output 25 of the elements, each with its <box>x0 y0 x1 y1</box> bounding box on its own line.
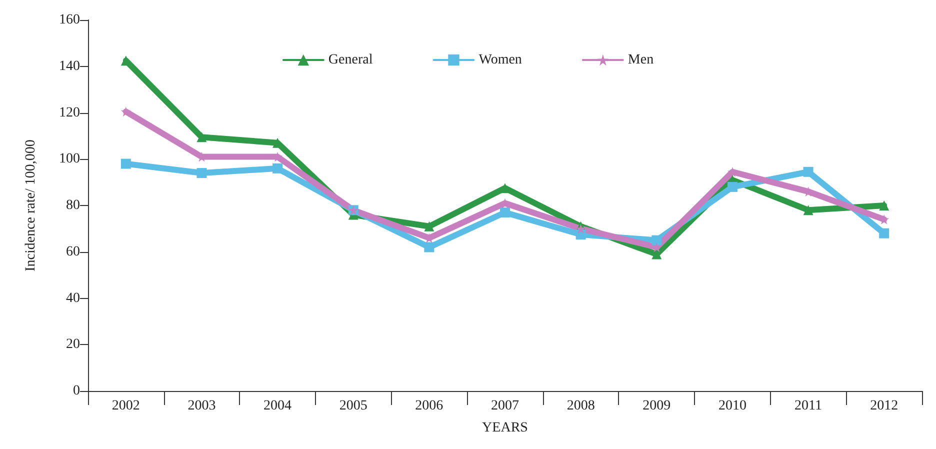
legend-label: General <box>328 52 373 68</box>
x-tick-label: 2012 <box>870 398 898 414</box>
x-tick-label: 2006 <box>415 398 444 414</box>
x-tick-label: 2003 <box>188 398 216 414</box>
x-tick-label: 2005 <box>339 398 368 414</box>
x-tick-label: 2011 <box>794 398 822 414</box>
x-tick-label: 2009 <box>642 398 671 414</box>
y-tick-label: 100 <box>59 152 80 167</box>
x-tick-label: 2002 <box>112 398 140 414</box>
y-tick-label: 120 <box>59 105 80 120</box>
x-axis-title: YEARS <box>482 420 528 436</box>
x-tick-label: 2010 <box>718 398 746 414</box>
y-tick-label: 80 <box>66 198 80 213</box>
y-tick-label: 160 <box>59 12 80 28</box>
y-tick-label: 140 <box>59 58 80 74</box>
legend-label: Women <box>478 52 522 68</box>
y-axis-title: Incidence rate/ 100,000 <box>24 140 38 272</box>
y-tick-label: 20 <box>66 337 80 352</box>
y-tick-label: 40 <box>66 290 80 306</box>
x-tick-label: 2008 <box>566 398 595 414</box>
y-tick-label: 60 <box>66 244 80 260</box>
y-tick-label: 0 <box>73 384 80 398</box>
x-tick-label: 2007 <box>491 398 519 414</box>
legend-label: Men <box>628 52 654 68</box>
x-tick-label: 2004 <box>264 398 292 414</box>
